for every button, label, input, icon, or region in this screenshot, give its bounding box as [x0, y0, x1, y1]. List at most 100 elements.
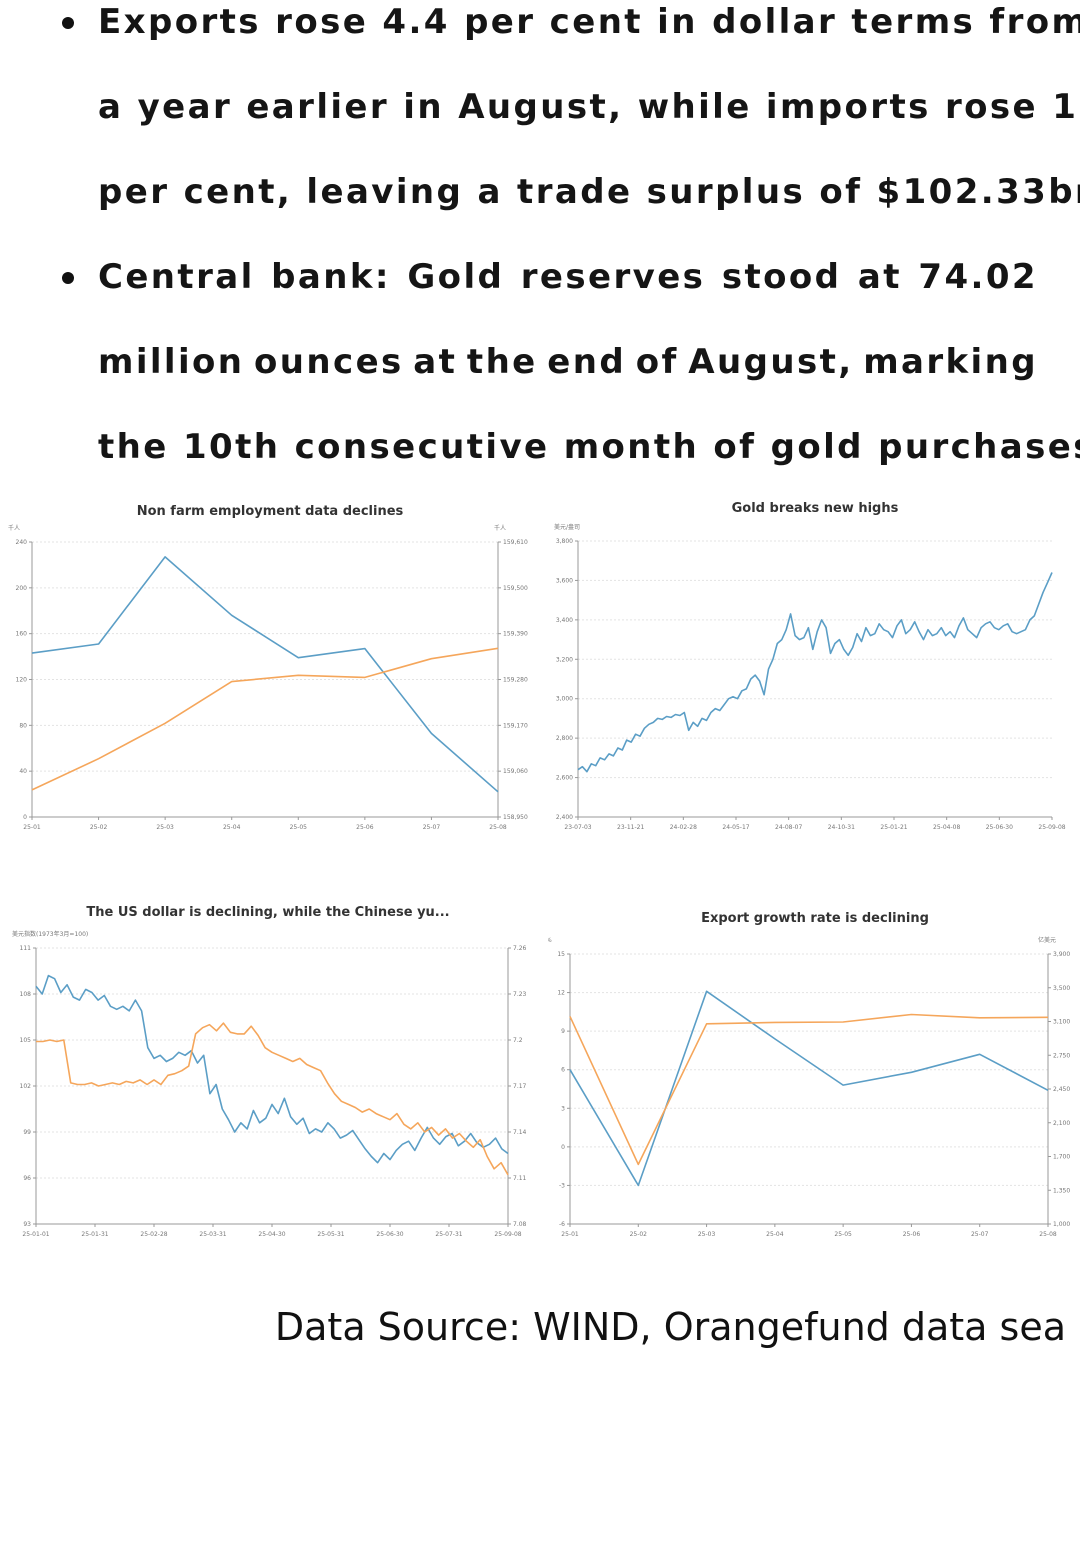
y2-tick-label: 1,000	[1053, 1221, 1070, 1228]
y2-tick-label: 7.14	[513, 1129, 527, 1136]
word: Gold	[407, 257, 505, 297]
bullet-line: Exports rose 4.4 per cent in dollar term…	[98, 2, 1080, 42]
x-tick-label: 25-04	[766, 1231, 784, 1238]
bullet-line: per cent, leaving a trade surplus of $10…	[98, 172, 1080, 212]
chart-svg: Export growth rate is declining% 亿美元 -6 -3 0…	[548, 911, 1070, 1238]
word: ounces	[254, 342, 404, 382]
series-line	[31, 556, 499, 793]
word: stood	[721, 257, 842, 297]
y2-tick-label: 159,060	[503, 768, 528, 775]
x-tick-label: 24-08-07	[775, 824, 802, 831]
word: August,	[688, 342, 854, 382]
word: at	[413, 342, 458, 382]
y-tick-label: 6	[561, 1067, 565, 1074]
x-tick-label: 25-05	[834, 1231, 852, 1238]
y2-tick-label: 7.17	[513, 1083, 527, 1090]
y2-tick-label: 159,610	[503, 539, 528, 546]
x-tick-label: 25-04-30	[258, 1231, 285, 1238]
y-tick-label: 9	[561, 1028, 565, 1035]
x-tick-label: 25-06-30	[986, 824, 1013, 831]
bullet-dot	[62, 17, 74, 29]
y-tick-label: 80	[19, 722, 27, 729]
x-tick-label: 25-01-31	[81, 1231, 108, 1238]
y2-tick-label: 1,700	[1053, 1154, 1070, 1161]
y-tick-label: 160	[16, 631, 28, 638]
x-tick-label: 25-06	[903, 1231, 921, 1238]
chart-svg: The US dollar is declining, while the Ch…	[12, 905, 527, 1238]
y-axis-unit-right: 亿美元	[1038, 936, 1056, 944]
x-tick-label: 24-05-17	[722, 824, 749, 831]
bullet-line-justified: million ounces at the end of August, mar…	[98, 342, 1038, 382]
y2-tick-label: 3,900	[1053, 951, 1070, 958]
y-axis-unit-left: 千人	[8, 524, 20, 532]
x-tick-label: 25-09-08	[494, 1231, 521, 1238]
y2-tick-label: 7.11	[513, 1175, 527, 1182]
x-tick-label: 25-04-08	[933, 824, 960, 831]
y-tick-label: 108	[20, 991, 32, 998]
y-tick-label: 2,400	[556, 814, 573, 821]
y2-tick-label: 2,450	[1053, 1086, 1070, 1093]
word: the	[466, 342, 538, 382]
y-tick-label: 200	[16, 585, 28, 592]
x-tick-label: 25-08	[1039, 1231, 1057, 1238]
y2-tick-label: 3,500	[1053, 985, 1070, 992]
y-tick-label: 0	[561, 1144, 565, 1151]
x-tick-label: 25-01	[23, 824, 41, 831]
bullet-line: the 10th consecutive month of gold purch…	[98, 427, 1080, 467]
x-tick-label: 25-07-31	[435, 1231, 462, 1238]
y-tick-label: 3,200	[556, 656, 573, 663]
x-tick-label: 24-02-28	[670, 824, 697, 831]
word: bank:	[271, 257, 391, 297]
x-tick-label: 25-08	[489, 824, 507, 831]
series-line	[31, 647, 499, 791]
y-tick-label: 240	[16, 539, 28, 546]
chart-svg: Non farm employment data declines 千人 千人 0 40…	[8, 504, 528, 831]
x-tick-label: 25-01-21	[880, 824, 907, 831]
bullet-line: a year earlier in August, while imports …	[98, 87, 1080, 127]
y2-tick-label: 159,500	[503, 585, 528, 592]
y-tick-label: 102	[20, 1083, 32, 1090]
x-tick-label: 25-09-08	[1038, 824, 1065, 831]
x-tick-label: 25-04	[223, 824, 241, 831]
y2-tick-label: 2,100	[1053, 1120, 1070, 1127]
word: end	[547, 342, 627, 382]
word: Central	[98, 257, 255, 297]
y-tick-label: 12	[557, 990, 565, 997]
y-tick-label: 3	[561, 1105, 565, 1112]
y-tick-label: 0	[23, 814, 27, 821]
series-line	[36, 1022, 509, 1176]
y-tick-label: 2,600	[556, 775, 573, 782]
series-line	[569, 1013, 1049, 1166]
word: 74.02	[918, 257, 1038, 297]
word: marking	[863, 342, 1038, 382]
x-tick-label: 25-06-30	[376, 1231, 403, 1238]
y-tick-label: -6	[559, 1221, 565, 1228]
series-line	[35, 974, 509, 1164]
y-tick-label: 111	[20, 945, 32, 952]
y-tick-label: 3,800	[556, 538, 573, 545]
y-tick-label: 3,400	[556, 617, 573, 624]
y2-tick-label: 3,100	[1053, 1019, 1070, 1026]
y-axis-unit-right: 千人	[494, 524, 506, 532]
y2-tick-label: 159,170	[503, 722, 528, 729]
x-tick-label: 25-05-31	[317, 1231, 344, 1238]
data-source-caption: Data Source: WIND, Orangefund data sea	[274, 1305, 1066, 1349]
x-tick-label: 24-10-31	[828, 824, 855, 831]
x-tick-label: 25-06	[356, 824, 374, 831]
y2-tick-label: 7.23	[513, 991, 527, 998]
y2-tick-label: 2,750	[1053, 1052, 1070, 1059]
chart-svg: Gold breaks new highs 美元/盎司 2,400 2,600 2,80…	[554, 501, 1066, 831]
y-tick-label: 3,000	[556, 696, 573, 703]
x-tick-label: 25-01	[561, 1231, 579, 1238]
x-tick-label: 23-11-21	[617, 824, 644, 831]
y-tick-label: 120	[16, 677, 28, 684]
x-tick-label: 25-07	[423, 824, 441, 831]
x-tick-label: 25-05	[290, 824, 308, 831]
y-axis-unit-left: 美元指数(1973年3月=100)	[12, 930, 88, 938]
y2-tick-label: 1,350	[1053, 1187, 1070, 1194]
y2-tick-label: 7.2	[513, 1037, 523, 1044]
chart-title: Gold breaks new highs	[732, 501, 899, 516]
y-tick-label: 2,800	[556, 735, 573, 742]
y-axis-unit-left: %	[548, 937, 552, 944]
y-axis-unit-left: 美元/盎司	[554, 523, 580, 531]
